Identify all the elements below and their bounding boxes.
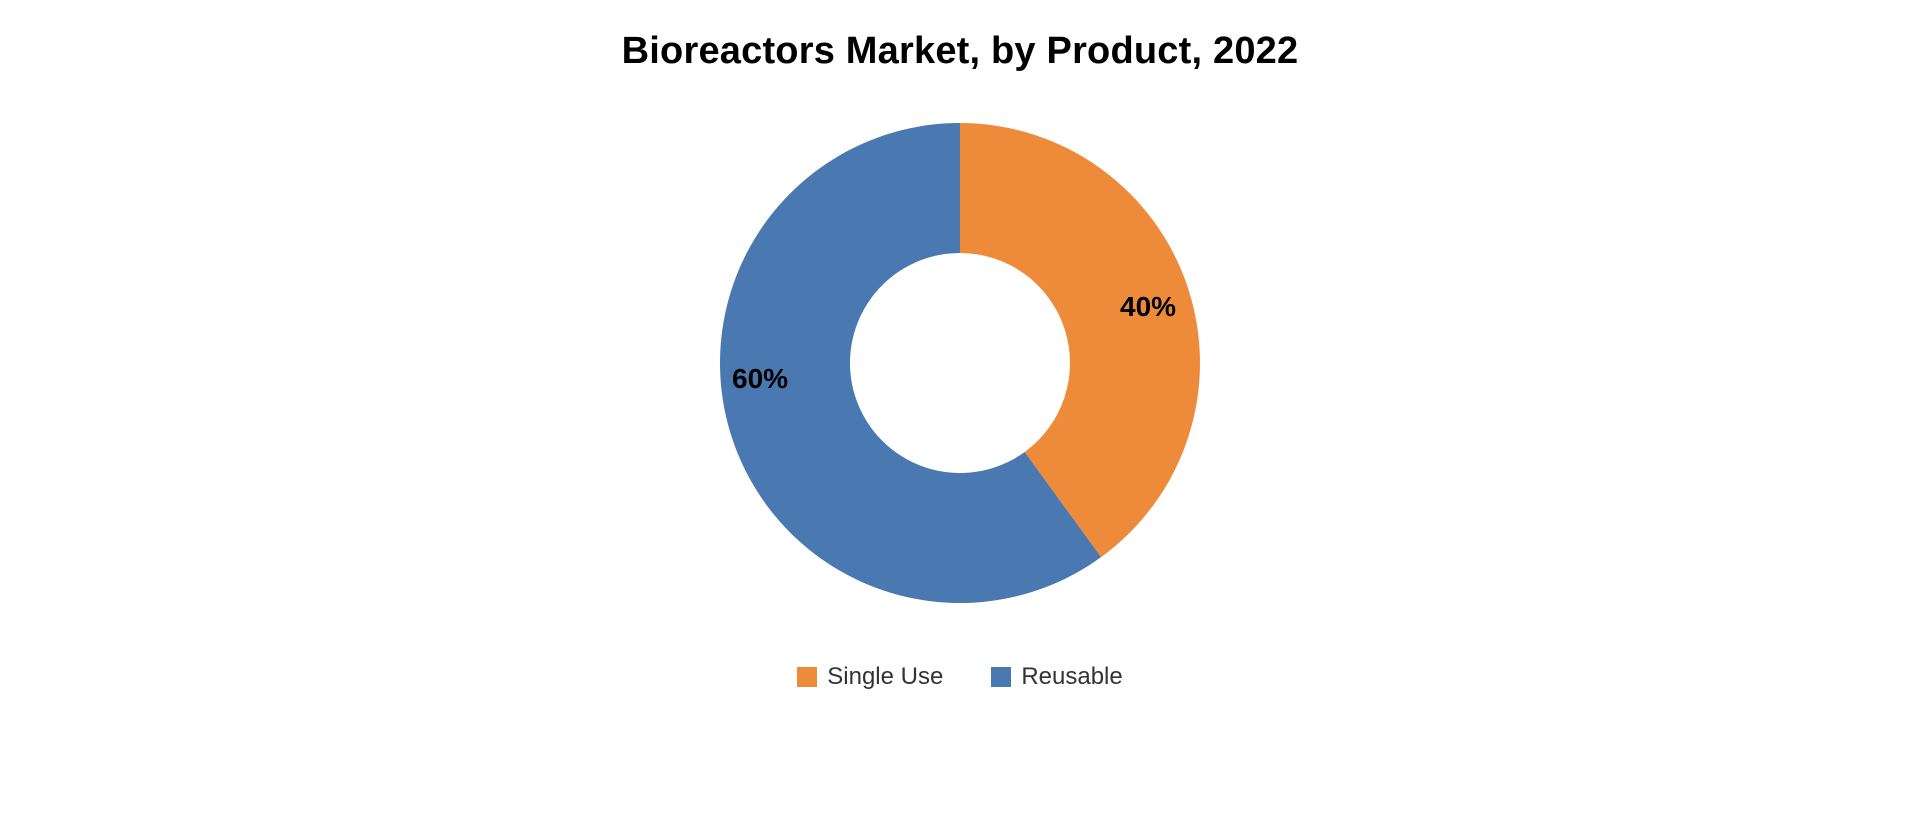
legend-swatch-single-use — [797, 667, 817, 687]
legend-swatch-reusable — [991, 667, 1011, 687]
donut-chart: 40% 60% — [720, 123, 1200, 603]
legend-item-single-use: Single Use — [797, 663, 943, 691]
slice-label-reusable: 60% — [732, 363, 788, 395]
chart-title: Bioreactors Market, by Product, 2022 — [622, 30, 1299, 73]
chart-legend: Single Use Reusable — [797, 663, 1122, 691]
chart-container: Bioreactors Market, by Product, 2022 40%… — [0, 0, 1920, 818]
slice-label-single-use: 40% — [1120, 291, 1176, 323]
legend-label-reusable: Reusable — [1021, 663, 1122, 691]
legend-item-reusable: Reusable — [991, 663, 1122, 691]
donut-svg — [720, 123, 1200, 603]
legend-label-single-use: Single Use — [827, 663, 943, 691]
